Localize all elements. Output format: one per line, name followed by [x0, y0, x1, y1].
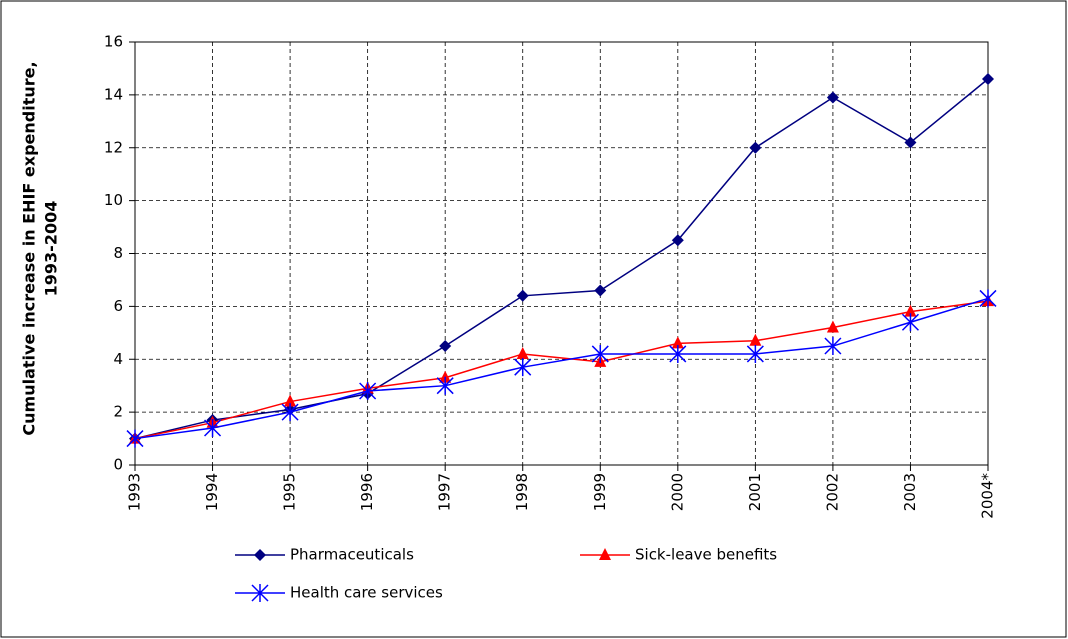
- marker: [901, 313, 919, 332]
- marker: [749, 333, 762, 346]
- marker: [516, 346, 529, 359]
- x-tick-label: 1998: [513, 473, 531, 511]
- marker: [749, 141, 762, 154]
- marker: [904, 304, 917, 317]
- x-tick-label: 2001: [746, 473, 764, 511]
- x-tick-label: 2003: [901, 473, 919, 511]
- y-tick-label: 6: [113, 297, 123, 315]
- legend-label: Health care services: [290, 584, 443, 602]
- series-line: [134, 78, 989, 440]
- legend-label: Pharmaceuticals: [290, 546, 414, 564]
- marker: [281, 403, 299, 422]
- x-tick-label: 1994: [203, 473, 221, 511]
- legend-marker: [254, 549, 266, 561]
- marker: [204, 418, 222, 437]
- y-tick-label: 12: [104, 138, 123, 156]
- x-tick-label: 1997: [436, 473, 454, 511]
- y-tick-label: 2: [113, 403, 123, 421]
- marker: [436, 376, 454, 395]
- y-tick-label: 4: [113, 350, 123, 368]
- marker: [826, 91, 839, 104]
- marker: [439, 340, 452, 353]
- marker: [594, 284, 607, 297]
- marker: [904, 136, 917, 149]
- legend-label: Sick-leave benefits: [635, 546, 777, 564]
- marker: [359, 381, 377, 400]
- legend-item: Health care services: [235, 584, 443, 602]
- legend-marker: [599, 548, 611, 560]
- marker: [126, 429, 144, 448]
- y-tick-label: 14: [104, 85, 123, 103]
- x-tick-label: 1995: [281, 473, 299, 511]
- legend-item: Sick-leave benefits: [580, 546, 777, 564]
- y-axis-title: 1993-2004: [42, 201, 61, 297]
- marker: [669, 344, 687, 363]
- y-tick-label: 10: [104, 191, 123, 209]
- legend-item: Pharmaceuticals: [235, 546, 414, 564]
- marker: [979, 289, 997, 308]
- marker: [982, 73, 994, 86]
- marker: [671, 234, 684, 247]
- y-tick-label: 16: [104, 33, 123, 51]
- x-tick-label: 1996: [358, 473, 376, 511]
- marker: [514, 358, 532, 377]
- legend-marker: [251, 584, 269, 602]
- marker: [824, 337, 842, 356]
- series-line: [134, 300, 989, 440]
- series-line: [134, 297, 989, 440]
- marker: [284, 394, 297, 407]
- marker: [746, 344, 764, 363]
- y-tick-label: 0: [113, 456, 123, 474]
- marker: [516, 289, 529, 302]
- marker: [671, 336, 684, 349]
- y-tick-label: 8: [113, 244, 123, 262]
- marker: [591, 344, 609, 363]
- x-tick-label: 1993: [126, 473, 144, 511]
- x-tick-label: 2002: [823, 473, 841, 511]
- x-tick-label: 1999: [591, 473, 609, 511]
- x-tick-label: 2004*: [979, 473, 997, 519]
- x-tick-label: 2000: [668, 473, 686, 511]
- y-axis-title: Cumulative increase in EHIF expenditure,: [20, 61, 39, 435]
- marker: [826, 320, 839, 333]
